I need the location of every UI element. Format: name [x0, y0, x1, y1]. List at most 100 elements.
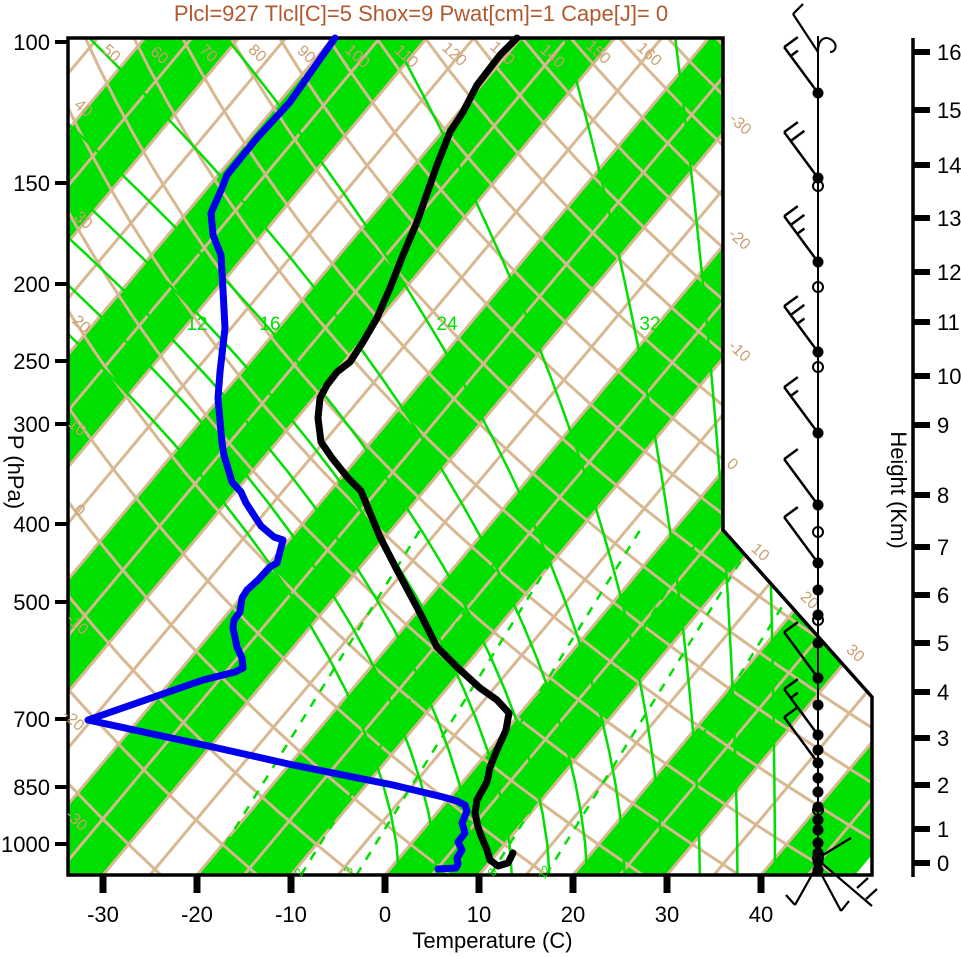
height-tick-label: 5 — [937, 631, 949, 656]
wind-barb-tick — [783, 205, 799, 218]
dry-adiabat — [181, 38, 872, 875]
wind-barb-tick — [789, 213, 806, 227]
mixing-ratio-line — [489, 524, 709, 875]
wind-level-dot — [812, 637, 824, 649]
height-tick-label: 10 — [937, 364, 961, 389]
dry-adiabat — [68, 38, 837, 875]
moist-adiabat-label: 16 — [259, 314, 280, 335]
temperature-tick-label: -30 — [87, 902, 119, 927]
wind-barb-shaft — [783, 716, 820, 764]
wind-level-dot — [812, 584, 824, 596]
wind-barb-hook — [817, 37, 837, 53]
green-band — [761, 38, 872, 875]
dry-adiabat — [68, 38, 548, 875]
moist-adiabat — [68, 38, 514, 875]
height-tick-label: 4 — [937, 680, 949, 705]
wind-barb-shaft — [783, 631, 820, 679]
pressure-tick-label: 200 — [13, 272, 50, 297]
tan-label: 0 — [723, 455, 741, 474]
mixing-ratio-line — [205, 524, 425, 875]
height-tick-label: 7 — [937, 535, 949, 560]
isotherm — [665, 38, 872, 875]
tan-label: -30 — [726, 111, 755, 139]
pressure-tick-label: 700 — [13, 707, 50, 732]
tan-label: -20 — [725, 226, 754, 254]
pressure-axis-title: P (hPa) — [3, 434, 28, 510]
dry-adiabat — [68, 38, 259, 875]
dry-adiabat — [569, 38, 872, 875]
pressure-tick-label: 500 — [13, 590, 50, 615]
wind-barb-column — [783, 3, 878, 912]
wind-level-dot — [812, 672, 824, 684]
wind-barb-segment — [792, 13, 819, 53]
wind-barb-shaft — [783, 305, 820, 353]
temperature-tick-label: 10 — [467, 902, 491, 927]
isotherm — [571, 38, 872, 875]
pressure-tick-label: 250 — [13, 349, 50, 374]
plot-border — [66, 36, 874, 877]
wind-barb-segment — [817, 859, 873, 907]
pressure-tick-label: 150 — [13, 171, 50, 196]
temperature-tick-label: -20 — [181, 902, 213, 927]
moist-adiabat-label: 32 — [639, 314, 660, 335]
wind-level-circle — [812, 281, 824, 293]
wind-barb-tick — [789, 49, 799, 58]
height-tick-label: 13 — [937, 206, 961, 231]
mixing-ratio-line — [299, 524, 520, 875]
wind-barb-segment — [792, 3, 804, 15]
wind-level-circle — [812, 614, 824, 626]
wind-barb-segment — [785, 894, 796, 906]
isotherm — [68, 38, 381, 875]
wind-barb-shaft — [783, 458, 820, 506]
temperature-tick-label: 0 — [379, 902, 391, 927]
wind-barb-shaft — [783, 386, 820, 434]
wind-barb-segment — [840, 900, 850, 912]
wind-barb-tick — [783, 678, 799, 691]
wind-level-circle — [812, 526, 824, 538]
isotherm — [68, 38, 193, 875]
wind-level-dot — [812, 837, 824, 849]
temperature-tick-label: 30 — [655, 902, 679, 927]
green-band — [68, 38, 427, 875]
dry-adiabat — [278, 38, 872, 875]
wind-barb-segment — [817, 837, 852, 859]
moist-adiabat — [68, 38, 438, 875]
temperature-axis-title: Temperature (C) — [412, 928, 573, 953]
isotherm — [68, 38, 569, 875]
isotherm — [68, 38, 475, 875]
isotherm — [101, 38, 804, 875]
wind-barb-segment — [865, 888, 878, 900]
wind-level-circle — [812, 852, 824, 864]
dry-adiabat — [472, 38, 872, 875]
moist-adiabat — [563, 38, 702, 875]
height-tick-label: 11 — [937, 310, 960, 335]
isotherm — [289, 38, 872, 875]
moist-adiabat — [225, 38, 626, 875]
dry-adiabat — [520, 38, 872, 875]
tan-label: -10 — [725, 338, 754, 366]
wind-barb-tick — [789, 129, 806, 143]
wind-level-circle — [812, 804, 824, 816]
moist-adiabat — [88, 38, 589, 875]
wind-level-dot — [812, 772, 824, 784]
tan-label: 30 — [843, 641, 868, 666]
wind-level-dot — [812, 824, 824, 836]
temperature-tick-label: 40 — [749, 902, 773, 927]
isotherm — [242, 38, 872, 875]
wind-barb-shaft — [783, 46, 820, 94]
wind-level-dot — [812, 427, 824, 439]
wind-level-circle — [812, 180, 824, 192]
wind-level-dot — [812, 757, 824, 769]
wind-barb-shaft — [783, 516, 820, 564]
moist-adiabat — [673, 38, 739, 875]
temperature-curve — [314, 34, 521, 870]
mixing-ratio-line — [355, 524, 575, 875]
tan-label: 50 — [99, 41, 124, 66]
isotherm — [68, 38, 287, 875]
height-tick-label: 2 — [937, 773, 949, 798]
dry-adiabat — [68, 38, 355, 875]
height-tick-label: 0 — [937, 851, 949, 876]
isotherm — [68, 38, 240, 875]
